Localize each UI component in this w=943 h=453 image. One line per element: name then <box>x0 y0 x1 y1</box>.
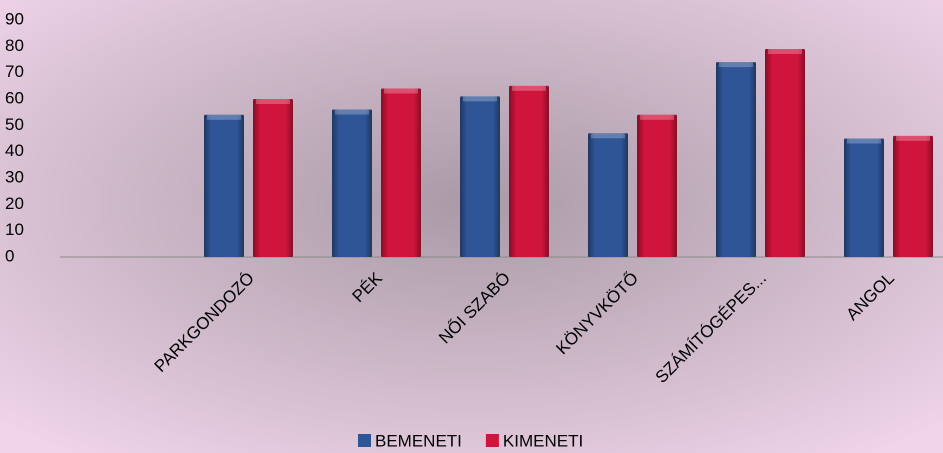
bar-shade <box>893 135 933 257</box>
y-tick-label: 10 <box>5 220 24 239</box>
y-tick-label: 70 <box>5 62 24 81</box>
legend-label: BEMENETI <box>375 431 462 450</box>
bar-top <box>591 133 625 139</box>
bar-top <box>719 62 753 68</box>
bar-shade <box>765 48 805 257</box>
bar-top <box>384 88 418 94</box>
bar-top <box>256 99 290 104</box>
bar-shade <box>460 96 500 257</box>
bar-top <box>640 114 674 120</box>
bar-shade <box>844 138 884 257</box>
y-tick-label: 80 <box>5 36 24 55</box>
bar-top <box>768 48 802 54</box>
y-tick-label: 90 <box>5 9 24 28</box>
y-tick-label: 40 <box>5 141 24 160</box>
bar-shade <box>204 114 244 257</box>
bar-top <box>512 85 546 91</box>
y-tick-label: 20 <box>5 194 24 213</box>
y-tick-label: 60 <box>5 88 24 107</box>
bar-top <box>335 109 369 115</box>
legend-label: KIMENETI <box>503 431 583 450</box>
bar-shade <box>588 133 628 257</box>
y-tick-label: 50 <box>5 115 24 134</box>
bar-shade <box>253 99 293 257</box>
bar-shade <box>716 62 756 258</box>
bar-shade <box>381 88 421 257</box>
bar-top <box>847 138 881 144</box>
bar-shade <box>637 114 677 257</box>
bar-shade <box>509 85 549 257</box>
legend-swatch <box>485 434 499 447</box>
bar-top <box>463 96 497 102</box>
bar-top <box>207 114 241 120</box>
y-tick-label: 0 <box>5 246 14 265</box>
legend-swatch <box>358 434 371 447</box>
y-tick-label: 30 <box>5 167 24 186</box>
bar-top <box>896 135 930 141</box>
bar-shade <box>332 109 372 258</box>
